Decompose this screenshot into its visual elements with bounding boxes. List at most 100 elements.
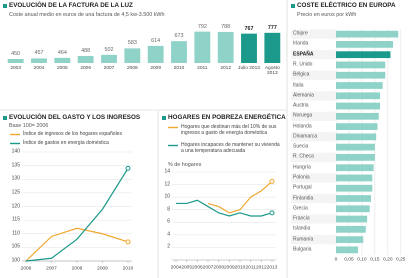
category-label: Bulgaria bbox=[293, 246, 312, 253]
end-marker bbox=[125, 239, 131, 245]
y-tick-label: 110 bbox=[12, 230, 20, 236]
x-tick-label: 2009 bbox=[223, 265, 235, 271]
x-tick-label: 0,25 bbox=[396, 257, 406, 263]
title-bullet bbox=[3, 4, 7, 8]
row-bg bbox=[291, 152, 336, 163]
bar bbox=[241, 33, 257, 63]
y-tick-label: 12 bbox=[164, 180, 170, 187]
category-label: Polonia bbox=[293, 174, 310, 181]
title-bullet bbox=[291, 4, 295, 8]
y-axis-label: % de hogares bbox=[168, 162, 202, 168]
series-line bbox=[25, 168, 129, 262]
value-label: 464 bbox=[57, 49, 67, 56]
bar bbox=[336, 133, 377, 141]
category-label: Holanda bbox=[293, 122, 312, 129]
y-tick-label: 6 bbox=[167, 218, 170, 225]
category-label: Irlanda bbox=[293, 40, 309, 47]
x-tick-label: 0,15 bbox=[370, 257, 380, 263]
category-label: R. Checa bbox=[293, 153, 314, 160]
category-label: Portugal bbox=[293, 184, 312, 191]
end-marker bbox=[125, 165, 131, 171]
row-bg bbox=[291, 111, 336, 121]
row-bg bbox=[291, 101, 336, 111]
y-tick-label: 120 bbox=[11, 202, 20, 209]
y-tick-label: 2 bbox=[167, 243, 170, 250]
x-tick-label: 2008 bbox=[213, 265, 224, 271]
y-tick-label: 4 bbox=[167, 231, 170, 238]
bar bbox=[264, 32, 281, 63]
category-label: ESPAÑA bbox=[293, 50, 314, 57]
row-bg bbox=[291, 183, 336, 193]
bar bbox=[336, 236, 364, 243]
y-tick-label: 8 bbox=[167, 205, 170, 212]
bar bbox=[336, 112, 379, 120]
y-tick-label: 105 bbox=[11, 243, 20, 250]
value-label: 488 bbox=[81, 47, 91, 54]
end-marker bbox=[269, 210, 275, 216]
value-label: 788 bbox=[221, 23, 231, 30]
category-label: Bélgica bbox=[293, 71, 310, 78]
legend-label: Hogares incapaces de mantener su viviend… bbox=[181, 142, 280, 154]
y-tick-label: 135 bbox=[11, 161, 20, 168]
category-label: Rumanía bbox=[293, 235, 314, 242]
x-tick-label: Julio 2013 bbox=[238, 66, 260, 71]
bar bbox=[336, 205, 370, 213]
category-label: Finlandia bbox=[293, 194, 314, 201]
row-bg bbox=[291, 224, 336, 234]
bar bbox=[7, 59, 24, 63]
bar bbox=[194, 31, 211, 63]
y-tick-label: 115 bbox=[12, 216, 20, 223]
row-bg bbox=[291, 60, 336, 70]
x-tick-label: 2008 bbox=[126, 66, 138, 71]
legend-label: Hogares que destinan más del 10% de sus … bbox=[181, 124, 277, 136]
x-tick-label: 2012 bbox=[255, 265, 267, 271]
bar bbox=[77, 55, 94, 63]
row-bg bbox=[291, 214, 336, 224]
chart-title: EVOLUCIÓN DE LA FACTURA DE LA LUZ bbox=[9, 2, 133, 9]
bar bbox=[336, 215, 368, 223]
x-tick-label: 2011 bbox=[245, 265, 256, 271]
x-tick-label: 2003 bbox=[10, 66, 21, 71]
row-bg bbox=[291, 193, 336, 204]
x-tick-label: Agosto 2013 bbox=[264, 66, 280, 77]
series-line bbox=[25, 227, 129, 262]
y-tick-label: 10 bbox=[164, 193, 170, 200]
bar bbox=[336, 82, 383, 89]
row-bg bbox=[291, 39, 336, 50]
y-tick-label: 14 bbox=[164, 168, 170, 175]
bar bbox=[171, 41, 187, 63]
bar bbox=[336, 174, 373, 182]
category-label: Francia bbox=[293, 215, 310, 222]
bar bbox=[336, 154, 375, 161]
bar bbox=[31, 58, 47, 63]
y-tick-label: 130 bbox=[11, 175, 20, 182]
category-label: Grecia bbox=[293, 205, 308, 212]
category-label: Noruega bbox=[293, 112, 313, 119]
bar bbox=[336, 92, 381, 100]
value-label: 792 bbox=[197, 23, 207, 30]
bar bbox=[336, 195, 371, 202]
chart-title: EVOLUCIÓN DEL GASTO Y LOS INGRESOS bbox=[9, 114, 141, 121]
bar bbox=[217, 31, 234, 63]
x-tick-label: 2005 bbox=[56, 66, 68, 71]
x-tick-label: 2009 bbox=[150, 66, 161, 71]
x-tick-label: 2007 bbox=[46, 266, 57, 272]
category-label: Italia bbox=[293, 81, 304, 88]
x-tick-label: 2008 bbox=[71, 266, 83, 272]
bar bbox=[336, 225, 366, 233]
bar bbox=[101, 54, 117, 63]
y-tick-label: 100 bbox=[11, 257, 20, 264]
y-tick-label: 125 bbox=[11, 189, 20, 196]
legend-label: Índice de gastos en energía doméstica bbox=[23, 140, 109, 146]
category-label: Hungría bbox=[293, 163, 311, 170]
x-tick-label: 2009 bbox=[97, 266, 108, 272]
y-tick-label: 140 bbox=[11, 148, 20, 155]
x-tick-label: 2006 bbox=[80, 66, 91, 71]
bar bbox=[336, 246, 359, 254]
value-label: 583 bbox=[127, 40, 137, 47]
value-label: 502 bbox=[104, 46, 114, 53]
row-bg bbox=[291, 121, 336, 132]
bar bbox=[336, 71, 386, 79]
